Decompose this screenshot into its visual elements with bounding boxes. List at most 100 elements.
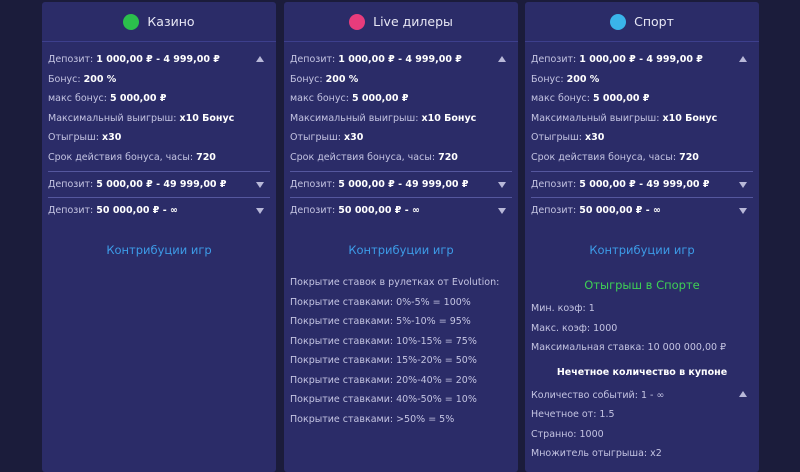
tier-label: Депозит:	[48, 205, 94, 216]
sport-row: Макс. коэф: 1000	[531, 322, 618, 334]
detail-row: Срок действия бонуса, часы: 720	[290, 148, 512, 168]
detail-label: макс бонус:	[48, 93, 107, 104]
deposit-tier[interactable]: Депозит: 50 000,00 ₽ - ∞	[290, 198, 512, 223]
detail-row: макс бонус: 5 000,00 ₽	[48, 89, 270, 109]
detail-label: Отыгрыш:	[531, 132, 582, 143]
tier-label: Депозит:	[531, 54, 577, 65]
detail-label: Бонус:	[531, 73, 564, 85]
note-row: Покрытие ставками: >50% = 5%	[290, 413, 455, 425]
column-header: Казино	[42, 2, 276, 42]
toggle-arrow	[256, 181, 264, 188]
tier-label: Депозит:	[48, 54, 94, 65]
sport-subrow: Множитель отыгрыша: x2	[531, 448, 662, 459]
note-row: Покрытие ставками: 0%-5% = 100%	[290, 296, 471, 308]
detail-row: Бонус: 200 %	[290, 70, 512, 90]
tier-row: Депозит: 1 000,00 ₽ - 4 999,00 ₽	[48, 50, 270, 70]
toggle-arrow	[498, 55, 506, 62]
contributions-link[interactable]: Контрибуции игр	[589, 243, 695, 257]
column-title: Казино	[147, 14, 195, 29]
column-header: Спорт	[525, 2, 759, 42]
detail-value: 720	[196, 151, 216, 163]
bonus-column: Спорт Депозит: 1 000,00 ₽ - 4 999,00 ₽ Бон…	[525, 2, 759, 472]
detail-row: Бонус: 200 %	[531, 70, 753, 90]
tier-value: 5 000,00 ₽ - 49 999,00 ₽	[338, 179, 469, 190]
tier-value: 1 000,00 ₽ - 4 999,00 ₽	[338, 54, 462, 65]
tier-row: Депозит: 50 000,00 ₽ - ∞	[48, 198, 270, 223]
tier-row: Депозит: 5 000,00 ₽ - 49 999,00 ₽	[290, 172, 512, 197]
detail-label: Срок действия бонуса, часы:	[531, 151, 677, 163]
tier-row: Депозит: 1 000,00 ₽ - 4 999,00 ₽	[290, 50, 512, 70]
column-header: Live дилеры	[284, 2, 518, 42]
contributions-link[interactable]: Контрибуции игр	[348, 243, 454, 257]
note-row: Покрытие ставками: 15%-20% = 50%	[290, 355, 477, 366]
tier-label: Депозит:	[531, 205, 577, 216]
page: Казино Депозит: 1 000,00 ₽ - 4 999,00 ₽ Бо…	[42, 2, 759, 472]
detail-value: 5 000,00 ₽	[351, 93, 409, 104]
deposit-tier[interactable]: Депозит: 5 000,00 ₽ - 49 999,00 ₽	[531, 172, 753, 198]
category-icon	[349, 13, 366, 30]
sport-subrow: Странно: 1000	[531, 428, 604, 440]
detail-row: Максимальный выигрыш: x10 Бонус	[290, 109, 512, 129]
column-title: Live дилеры	[373, 14, 453, 29]
tier-label: Депозит:	[290, 54, 336, 65]
toggle-arrow	[739, 391, 747, 398]
detail-label: Бонус:	[290, 73, 323, 85]
detail-label: Максимальный выигрыш:	[290, 112, 419, 124]
deposit-tier[interactable]: Депозит: 5 000,00 ₽ - 49 999,00 ₽	[48, 172, 270, 198]
tier-row: Депозит: 50 000,00 ₽ - ∞	[290, 198, 512, 223]
column-body: Депозит: 1 000,00 ₽ - 4 999,00 ₽ Бонус: 2…	[284, 42, 518, 429]
tier-row: Депозит: 5 000,00 ₽ - 49 999,00 ₽	[48, 172, 270, 197]
detail-label: Максимальный выигрыш:	[48, 112, 177, 124]
deposit-tier[interactable]: Депозит: 5 000,00 ₽ - 49 999,00 ₽	[290, 172, 512, 198]
detail-row: Максимальный выигрыш: x10 Бонус	[531, 109, 753, 129]
detail-label: Срок действия бонуса, часы:	[290, 151, 436, 163]
deposit-tier[interactable]: Депозит: 1 000,00 ₽ - 4 999,00 ₽ Бонус: 2…	[48, 50, 270, 172]
toggle-arrow	[256, 207, 264, 214]
detail-value: x30	[584, 132, 605, 143]
tier-value: 1 000,00 ₽ - 4 999,00 ₽	[96, 54, 220, 65]
bonus-column: Казино Депозит: 1 000,00 ₽ - 4 999,00 ₽ Бо…	[42, 2, 276, 472]
deposit-tier[interactable]: Депозит: 50 000,00 ₽ - ∞	[531, 198, 753, 223]
tier-row: Депозит: 5 000,00 ₽ - 49 999,00 ₽	[531, 172, 753, 197]
sport-subrow: Количество событий: 1 - ∞	[531, 386, 753, 406]
tier-label: Депозит:	[290, 205, 336, 216]
detail-label: макс бонус:	[290, 93, 349, 104]
detail-value: 5 000,00 ₽	[592, 93, 650, 104]
contributions-link[interactable]: Контрибуции игр	[106, 243, 212, 257]
tier-value: 50 000,00 ₽ - ∞	[338, 205, 420, 216]
tier-value: 1 000,00 ₽ - 4 999,00 ₽	[579, 54, 703, 65]
detail-row: Отыгрыш: x30	[531, 128, 753, 148]
deposit-tier[interactable]: Депозит: 50 000,00 ₽ - ∞	[48, 198, 270, 223]
detail-row: макс бонус: 5 000,00 ₽	[531, 89, 753, 109]
sport-row: Мин. коэф: 1	[531, 303, 595, 314]
toggle-arrow	[498, 207, 506, 214]
detail-row: Срок действия бонуса, часы: 720	[48, 148, 270, 168]
note-row: Покрытие ставками: 10%-15% = 75%	[290, 335, 477, 347]
detail-row: макс бонус: 5 000,00 ₽	[290, 89, 512, 109]
sport-subrow: Нечетное от: 1.5	[531, 409, 615, 420]
detail-value: x10 Бонус	[421, 112, 477, 124]
tier-row: Депозит: 1 000,00 ₽ - 4 999,00 ₽	[531, 50, 753, 70]
detail-value: 5 000,00 ₽	[109, 93, 167, 104]
deposit-tier[interactable]: Депозит: 1 000,00 ₽ - 4 999,00 ₽ Бонус: 2…	[531, 50, 753, 172]
category-icon	[610, 13, 627, 30]
sport-heading: Отыгрыш в Спорте	[584, 278, 700, 292]
toggle-arrow	[739, 207, 747, 214]
toggle-arrow	[256, 55, 264, 62]
detail-value: 200 %	[566, 73, 600, 85]
deposit-tier[interactable]: Депозит: 1 000,00 ₽ - 4 999,00 ₽ Бонус: 2…	[290, 50, 512, 172]
detail-value: 200 %	[83, 73, 117, 85]
detail-row: Максимальный выигрыш: x10 Бонус	[48, 109, 270, 129]
toggle-arrow	[498, 181, 506, 188]
category-icon	[123, 13, 140, 30]
detail-value: x10 Бонус	[179, 112, 235, 124]
tier-value: 5 000,00 ₽ - 49 999,00 ₽	[579, 179, 710, 190]
sport-subheading: Нечетное количество в купоне	[556, 366, 728, 378]
column-body: Депозит: 1 000,00 ₽ - 4 999,00 ₽ Бонус: 2…	[42, 42, 276, 257]
detail-value: x10 Бонус	[662, 112, 718, 124]
note-row: Покрытие ставками: 40%-50% = 10%	[290, 394, 477, 405]
column-body: Депозит: 1 000,00 ₽ - 4 999,00 ₽ Бонус: 2…	[525, 42, 759, 464]
detail-value: x30	[343, 132, 364, 143]
detail-label: Максимальный выигрыш:	[531, 112, 660, 124]
tier-row: Депозит: 50 000,00 ₽ - ∞	[531, 198, 753, 223]
